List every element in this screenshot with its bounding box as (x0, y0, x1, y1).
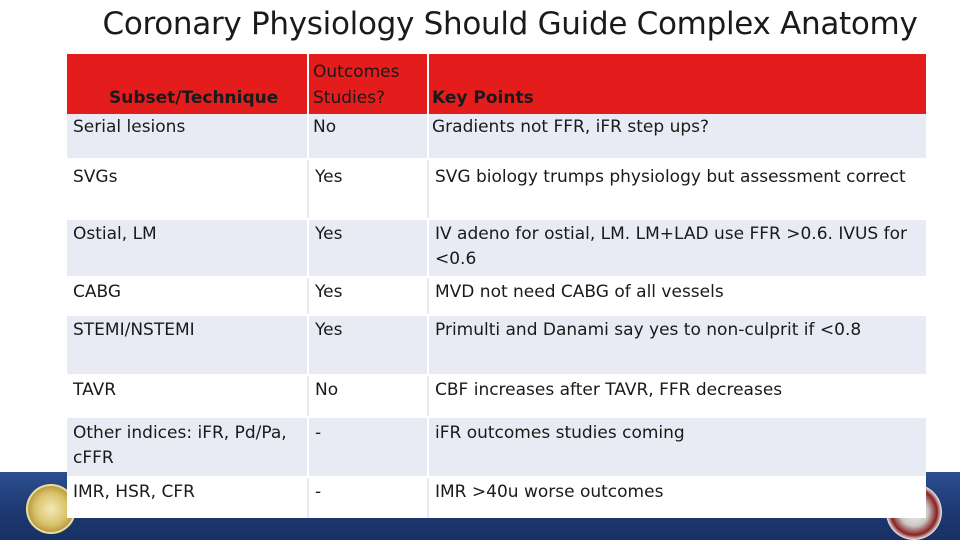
key-points-label: Key Points (432, 88, 534, 108)
outcomes-cell: Yes (307, 316, 427, 374)
subset-cell: TAVR (73, 380, 117, 400)
outcomes-cell: No (307, 376, 427, 416)
table-row: SVGs Yes SVG biology trumps physiology b… (67, 158, 926, 218)
serial-lesions-outcomes-cell: No (313, 117, 337, 137)
outcomes-cell: Yes (307, 278, 427, 314)
outcomes-cell: Yes (307, 160, 427, 218)
key-points-cell: SVG biology trumps physiology but assess… (427, 160, 926, 218)
subset-cell: CABG (73, 282, 122, 302)
subset-cell: Ostial, LM (73, 224, 157, 244)
table-row: IMR, HSR, CFR - IMR >40u worse outcomes (67, 476, 926, 518)
outcomes-cell: Yes (307, 220, 427, 276)
slide-title: Coronary Physiology Should Guide Complex… (102, 6, 918, 42)
key-points-cell: iFR outcomes studies coming (427, 418, 926, 476)
serial-lesions-key-points-cell: Gradients not FFR, iFR step ups? (432, 117, 710, 137)
subset-cell: Other indices: iFR, Pd/Pa, cFFR (73, 423, 287, 468)
data-table: Subset/Technique Serial lesions Outcomes… (67, 54, 926, 518)
key-points-cell: IMR >40u worse outcomes (427, 478, 926, 518)
subset-cell: SVGs (73, 167, 118, 187)
key-points-cell: CBF increases after TAVR, FFR decreases (427, 376, 926, 416)
outcomes-cell: - (307, 478, 427, 518)
outcomes-label-1: Outcomes (313, 62, 400, 82)
header-subset-label: Subset/Technique (109, 88, 279, 108)
table-row: TAVR No CBF increases after TAVR, FFR de… (67, 374, 926, 416)
outcomes-label-2: Studies? (313, 88, 386, 108)
key-points-cell: IV adeno for ostial, LM. LM+LAD use FFR … (427, 220, 926, 276)
table-row: STEMI/NSTEMI Yes Primulti and Danami say… (67, 314, 926, 374)
table-row: Other indices: iFR, Pd/Pa, cFFR - iFR ou… (67, 416, 926, 476)
subset-cell: IMR, HSR, CFR (73, 482, 195, 502)
outcomes-cell: - (307, 418, 427, 476)
serial-lesions-cell: Serial lesions (73, 117, 186, 137)
table-row: Ostial, LM Yes IV adeno for ostial, LM. … (67, 218, 926, 276)
first-row-band (67, 114, 926, 158)
subset-cell: STEMI/NSTEMI (73, 320, 195, 340)
key-points-cell: MVD not need CABG of all vessels (427, 278, 926, 314)
table-row: CABG Yes MVD not need CABG of all vessel… (67, 276, 926, 314)
key-points-cell: Primulti and Danami say yes to non-culpr… (427, 316, 926, 374)
